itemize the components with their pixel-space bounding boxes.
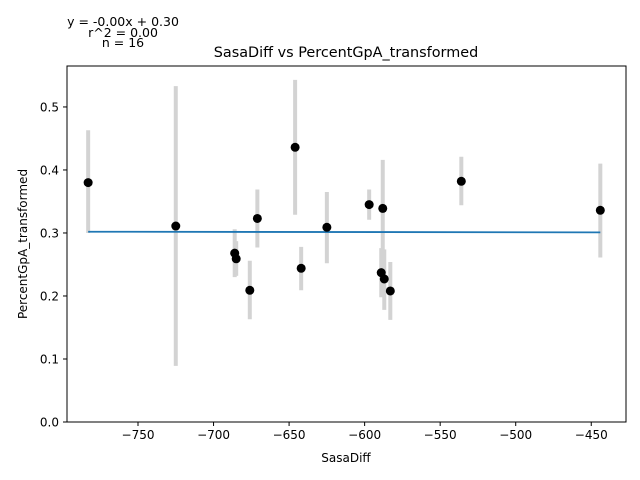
error-bars	[86, 79, 603, 366]
x-tick-label-3: −600	[348, 428, 381, 442]
x-tick-label-2: −650	[273, 428, 306, 442]
data-point-12	[379, 274, 389, 284]
y-tick-label-3: 0.3	[40, 226, 59, 240]
data-point-4	[245, 285, 255, 295]
y-tick-label-0: 0.0	[40, 415, 59, 429]
x-tick-label-0: −750	[122, 428, 155, 442]
chart-title: SasaDiff vs PercentGpA_transformed	[214, 45, 478, 61]
data-point-9	[364, 200, 374, 210]
data-point-5	[252, 213, 262, 223]
x-axis-ticks: −750 −700 −650 −600 −550 −500 −450	[122, 422, 608, 442]
data-point-15	[595, 205, 605, 215]
regression-equation: y = -0.00x + 0.30	[67, 14, 179, 29]
fit-line-group	[88, 230, 601, 234]
data-point-13	[385, 286, 395, 296]
data-points	[83, 142, 605, 296]
x-tick-label-4: −550	[424, 428, 457, 442]
x-tick-label-6: −450	[575, 428, 608, 442]
plot-frame	[66, 65, 627, 423]
data-point-14	[456, 176, 466, 186]
data-point-3	[231, 254, 241, 264]
y-tick-label-5: 0.5	[40, 100, 59, 114]
data-point-11	[378, 203, 388, 213]
y-tick-label-2: 0.2	[40, 289, 59, 303]
y-axis-label: PercentGpA_transformed	[16, 169, 30, 319]
x-tick-label-5: −500	[499, 428, 532, 442]
data-point-8	[322, 222, 332, 232]
x-axis-label: SasaDiff	[321, 451, 371, 465]
data-point-6	[290, 142, 300, 152]
y-tick-label-4: 0.4	[40, 163, 59, 177]
fit-line	[88, 230, 601, 234]
r-squared-label: r^2 = 0.00	[88, 25, 158, 40]
y-tick-label-1: 0.1	[40, 352, 59, 366]
data-point-7	[296, 263, 306, 273]
y-axis-ticks: 0.0 0.1 0.2 0.3 0.4 0.5	[40, 100, 67, 429]
x-tick-label-1: −700	[197, 428, 230, 442]
sample-size-label: n = 16	[102, 35, 144, 50]
data-point-0	[83, 178, 93, 188]
data-point-1	[171, 221, 181, 231]
